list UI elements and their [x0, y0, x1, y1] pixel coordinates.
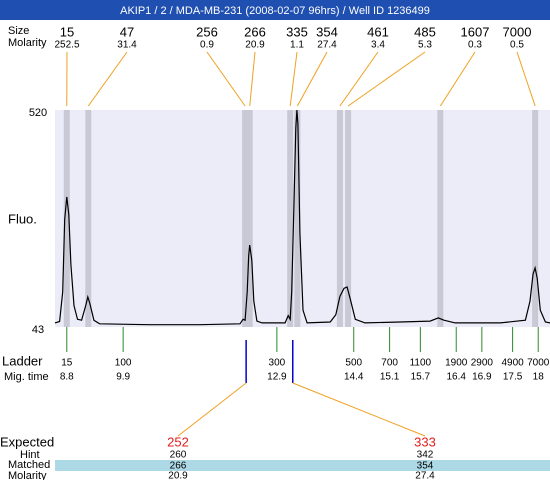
peak-molarity: 252.5: [54, 40, 79, 51]
peak-band: [246, 110, 253, 327]
peak-band: [63, 110, 70, 327]
expected-size: 333: [414, 434, 436, 449]
peak-molarity: 20.9: [245, 40, 265, 51]
ladder-time: 14.4: [344, 372, 364, 383]
peak-molarity: 0.3: [468, 40, 482, 51]
peak-connector: [296, 51, 328, 107]
ladder-size: 300: [269, 358, 286, 369]
peak-band: [287, 110, 294, 327]
peak-molarity: 3.4: [371, 40, 385, 51]
ladder-time: 16.9: [472, 372, 492, 383]
peak-size: 354: [316, 24, 338, 39]
peak-band: [242, 110, 249, 327]
peak-size: 266: [244, 24, 266, 39]
ladder-size: 700: [381, 358, 398, 369]
peak-size: 461: [367, 24, 389, 39]
peak-molarity: 31.4: [117, 40, 137, 51]
hint-size: 260: [170, 450, 187, 461]
matched-molarity: 27.4: [415, 471, 435, 480]
peak-band: [336, 110, 343, 327]
row-label: Molarity: [8, 37, 47, 49]
row-label: Ladder: [2, 353, 43, 368]
peak-connector: [347, 51, 426, 107]
peak-size: 15: [60, 24, 74, 39]
peak-band: [294, 110, 301, 327]
y-tick-label: 43: [32, 324, 44, 336]
peak-size: 47: [120, 24, 134, 39]
peak-band: [437, 110, 444, 327]
matched-size: 266: [170, 461, 187, 472]
matched-molarity: 20.9: [168, 471, 188, 480]
peak-connector: [87, 51, 128, 107]
ladder-size: 2900: [471, 358, 494, 369]
ladder-size: 100: [115, 358, 132, 369]
peak-molarity: 1.1: [290, 40, 304, 51]
ladder-size: 7000: [527, 358, 550, 369]
expected-size: 252: [167, 434, 189, 449]
peak-size: 485: [414, 24, 436, 39]
ladder-time: 8.8: [60, 372, 74, 383]
expected-connector: [177, 382, 247, 437]
ladder-time: 18: [533, 372, 545, 383]
peak-band: [85, 110, 92, 327]
peak-band: [345, 110, 352, 327]
peak-size: 335: [286, 24, 308, 39]
y-tick-label: 520: [29, 107, 47, 119]
peak-molarity: 5.3: [418, 40, 432, 51]
peak-connector: [439, 51, 476, 107]
peak-size: 256: [196, 24, 218, 39]
peak-size: 1607: [461, 24, 490, 39]
title-bar: [0, 0, 550, 20]
matched-row: [55, 460, 550, 471]
peak-connector: [289, 51, 298, 107]
peak-connector: [516, 51, 536, 107]
matched-size: 354: [417, 461, 434, 472]
peak-molarity: 0.5: [510, 40, 524, 51]
peak-size: 7000: [503, 24, 532, 39]
peak-connector: [249, 51, 256, 107]
ladder-time: 15.7: [411, 372, 431, 383]
ladder-time: 12.9: [267, 372, 287, 383]
y-axis-label: Fluo.: [8, 211, 37, 226]
ladder-size: 1900: [445, 358, 468, 369]
peak-molarity: 0.9: [200, 40, 214, 51]
ladder-size: 1100: [410, 358, 432, 369]
peak-molarity: 27.4: [317, 40, 337, 51]
ladder-size: 500: [345, 358, 362, 369]
row-label: Molarity: [8, 470, 47, 480]
peak-connector: [339, 51, 379, 107]
row-label: Expected: [0, 434, 54, 449]
row-label: Size: [8, 25, 29, 37]
ladder-size: 4900: [501, 358, 524, 369]
ladder-time: 15.1: [380, 372, 400, 383]
row-label: Hint: [20, 449, 40, 461]
ladder-size: 15: [61, 358, 73, 369]
ladder-time: 17.5: [503, 372, 523, 383]
row-label: Matched: [8, 459, 50, 471]
hint-size: 342: [417, 450, 434, 461]
trace: [54, 109, 550, 326]
expected-connector: [292, 382, 426, 437]
row-label: Mig. time: [4, 371, 49, 383]
peak-connector: [206, 51, 246, 107]
ladder-time: 9.9: [116, 372, 130, 383]
peak-band: [532, 110, 539, 327]
ladder-time: 16.4: [446, 372, 466, 383]
title: AKIP1 / 2 / MDA-MB-231 (2008-02-07 96hrs…: [120, 5, 430, 17]
